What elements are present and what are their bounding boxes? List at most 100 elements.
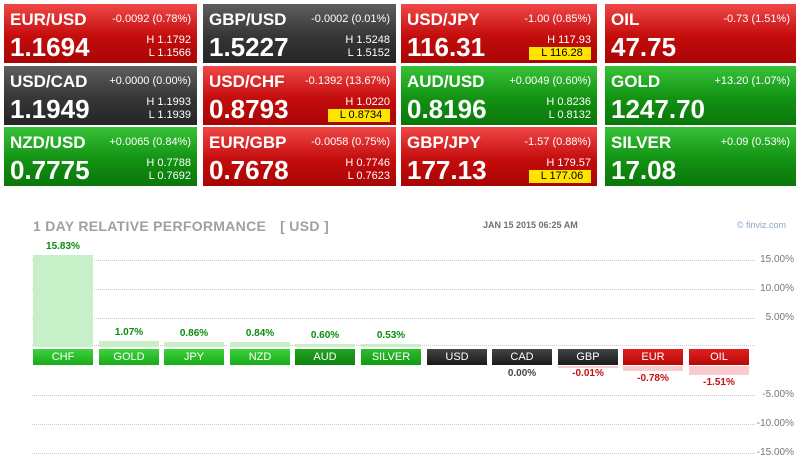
bar-jpy[interactable] [164,342,224,347]
value-label-gold: 1.07% [114,326,144,338]
quote-price: 0.8793 [209,94,289,124]
quote-change: -1.00 (0.85%) [524,13,591,25]
value-label-chf: 15.83% [46,241,80,253]
category-label-nzd[interactable]: NZD [230,349,290,365]
quote-change: +0.0000 (0.00%) [109,75,191,87]
quote-change: +0.0049 (0.60%) [509,75,591,87]
category-label-chf[interactable]: CHF [33,349,93,365]
performance-unit: [ USD ] [280,218,329,234]
quote-tile-aud-usd[interactable]: AUD/USD +0.0049 (0.60%) 0.8196 H 0.8236 L 0.… [401,66,597,125]
value-label-eur: -0.78% [637,372,669,384]
quote-tile-usd-jpy[interactable]: USD/JPY -1.00 (0.85%) 116.31 H 117.93 L 116.… [401,4,597,63]
quote-symbol: OIL [611,10,640,29]
performance-title-text: 1 DAY RELATIVE PERFORMANCE [33,218,267,234]
performance-date: JAN 15 2015 06:25 AM [483,220,578,230]
bar-eur[interactable] [623,366,683,371]
quote-change: -0.0058 (0.75%) [311,136,390,148]
quote-low: L 0.7692 [148,170,191,182]
quote-price: 47.75 [611,32,677,62]
bar-gbp[interactable] [558,366,618,368]
bar-oil[interactable] [689,366,749,375]
category-label-gold[interactable]: GOLD [99,349,159,365]
quote-price: 177.13 [407,155,487,185]
category-label-silver[interactable]: SILVER [361,349,421,365]
gridline [32,453,755,454]
quote-change: +0.09 (0.53%) [720,136,790,148]
quote-price: 1.1694 [10,32,90,62]
quote-price: 1247.70 [611,94,705,124]
gridline [32,395,755,396]
y-tick-label: -15.00% [756,447,794,458]
quote-high: H 1.0220 [345,96,390,108]
category-label-cad[interactable]: CAD [492,349,552,365]
quote-symbol: EUR/USD [10,10,87,29]
value-label-cad: 0.00% [507,368,537,379]
quote-tile-nzd-usd[interactable]: NZD/USD +0.0065 (0.84%) 0.7775 H 0.7788 L 0.… [4,127,197,186]
y-tick-label: 15.00% [760,254,794,265]
quote-change: -0.1392 (13.67%) [305,75,390,87]
value-label-silver: 0.53% [376,329,406,341]
y-tick-label: 5.00% [765,312,794,323]
bar-gold[interactable] [99,340,159,347]
quote-high: H 0.7788 [146,157,191,169]
quote-low: L 1.1939 [148,109,191,121]
bar-nzd[interactable] [230,342,290,347]
y-tick-label: 10.00% [760,283,794,294]
quote-low: L 1.5152 [347,47,390,59]
bar-aud[interactable] [295,343,355,347]
quote-symbol: GOLD [611,72,661,91]
quote-symbol: GBP/JPY [407,133,481,152]
quote-price: 0.8196 [407,94,487,124]
value-label-gbp: -0.01% [572,368,604,380]
category-label-gbp[interactable]: GBP [558,349,618,365]
gridline [32,318,755,319]
quote-change: +0.0065 (0.84%) [109,136,191,148]
gridline [32,260,755,261]
quote-low: L 116.28 [529,47,591,60]
quote-change: +13.20 (1.07%) [714,75,790,87]
quote-tile-oil[interactable]: OIL -0.73 (1.51%) 47.75 [605,4,796,63]
quote-tile-eur-gbp[interactable]: EUR/GBP -0.0058 (0.75%) 0.7678 H 0.7746 L 0.… [203,127,396,186]
quote-tile-gold[interactable]: GOLD +13.20 (1.07%) 1247.70 [605,66,796,125]
quote-symbol: NZD/USD [10,133,86,152]
quote-symbol: AUD/USD [407,72,485,91]
quote-low: L 0.8132 [548,109,591,121]
value-label-jpy: 0.86% [179,328,209,339]
bar-chf[interactable] [33,255,93,347]
y-tick-label: -10.00% [756,418,794,429]
quote-tile-gbp-jpy[interactable]: GBP/JPY -1.57 (0.88%) 177.13 H 179.57 L 177.… [401,127,597,186]
quote-low: L 177.06 [529,170,591,183]
quote-high: H 1.5248 [345,34,390,46]
quote-price: 0.7678 [209,155,289,185]
category-label-eur[interactable]: EUR [623,349,683,365]
quote-symbol: SILVER [611,133,672,152]
quote-tile-usd-cad[interactable]: USD/CAD +0.0000 (0.00%) 1.1949 H 1.1993 L 1.… [4,66,197,125]
quote-symbol: USD/CAD [10,72,88,91]
quote-low: L 0.8734 [328,109,390,122]
gridline [32,289,755,290]
quote-tile-usd-chf[interactable]: USD/CHF -0.1392 (13.67%) 0.8793 H 1.0220 L 0… [203,66,396,125]
quote-tile-eur-usd[interactable]: EUR/USD -0.0092 (0.78%) 1.1694 H 1.1792 L 1.… [4,4,197,63]
quote-high: H 1.1993 [146,96,191,108]
quote-price: 0.7775 [10,155,90,185]
value-label-aud: 0.60% [310,329,340,341]
quote-high: H 117.93 [547,34,591,46]
bar-silver[interactable] [361,343,421,347]
quote-tile-gbp-usd[interactable]: GBP/USD -0.0002 (0.01%) 1.5227 H 1.5248 L 1.… [203,4,396,63]
gridline [32,424,755,425]
finviz-brand-link[interactable]: © finviz.com [736,220,786,230]
quote-tile-silver[interactable]: SILVER +0.09 (0.53%) 17.08 [605,127,796,186]
quote-change: -0.0002 (0.01%) [311,13,390,25]
quote-high: H 1.1792 [146,34,191,46]
category-label-oil[interactable]: OIL [689,349,749,365]
value-label-oil: -1.51% [703,376,735,388]
quote-price: 116.31 [407,32,486,62]
quote-change: -0.73 (1.51%) [723,13,790,25]
quote-change: -1.57 (0.88%) [524,136,591,148]
quote-low: L 0.7623 [347,170,390,182]
category-label-jpy[interactable]: JPY [164,349,224,365]
quote-change: -0.0092 (0.78%) [112,13,191,25]
category-label-usd[interactable]: USD [427,349,487,365]
quote-low: L 1.1566 [148,47,191,59]
category-label-aud[interactable]: AUD [295,349,355,365]
